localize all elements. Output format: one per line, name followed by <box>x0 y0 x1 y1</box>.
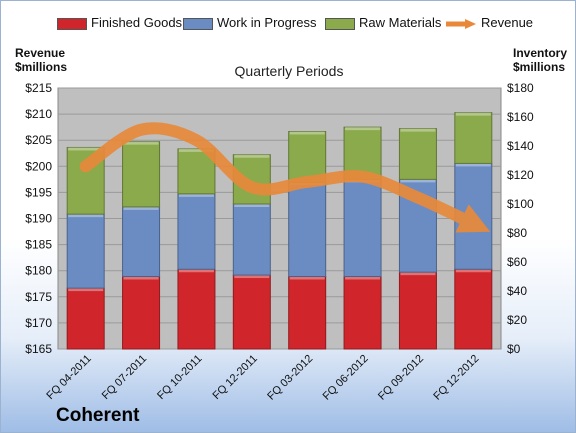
bar-raw-materials <box>122 141 161 208</box>
left-axis-title-line-2: $millions <box>15 60 68 74</box>
bar-highlight <box>68 214 104 218</box>
bar-highlight <box>234 154 270 158</box>
bar-work-in-progress <box>177 193 216 270</box>
left-axis-ticks: $165 $170 $175 $180 $185 $190 $195 $200 $205 $210… <box>25 81 52 356</box>
left-axis-title: Revenue $millions <box>15 46 67 74</box>
legend-revenue: Revenue <box>445 15 533 30</box>
bar-highlight <box>234 204 270 207</box>
right-tick-label: $120 <box>507 168 534 182</box>
right-tick-label: $160 <box>507 110 534 124</box>
bar-finished-goods <box>398 271 437 350</box>
bar-highlight <box>234 275 270 279</box>
bar-highlight <box>123 276 159 280</box>
bar-highlight <box>455 269 491 273</box>
legend-label-work-in-progress: Work in Progress <box>217 15 317 30</box>
bar-highlight <box>400 128 436 132</box>
legend-label-finished-goods: Finished Goods <box>91 15 183 30</box>
bar-highlight <box>289 276 325 280</box>
bar-finished-goods <box>343 276 382 350</box>
x-axis-ticks: FQ 04-2011 FQ 07-2011 FQ 10-2011 FQ 12-2011… <box>44 353 481 403</box>
x-tick-label: FQ 12-2011 <box>211 353 260 402</box>
x-tick-label: FQ 03-2012 <box>265 353 315 403</box>
bar-series <box>66 112 493 350</box>
right-axis-title-line-2: $millions <box>513 60 566 74</box>
bar-work-in-progress <box>66 213 105 289</box>
right-axis-title: Inventory $millions <box>513 46 567 74</box>
chart-subtitle: Quarterly Periods <box>234 63 344 79</box>
bar-raw-materials <box>454 112 493 164</box>
legend-label-raw-materials: Raw Materials <box>359 15 442 30</box>
revenue-line <box>79 122 491 233</box>
bar-highlight <box>123 206 159 210</box>
bar-highlight <box>178 148 214 152</box>
legend-label-revenue: Revenue <box>481 15 534 30</box>
bar-work-in-progress <box>122 206 161 277</box>
left-tick-label: $185 <box>25 238 52 252</box>
x-tick-label: FQ 07-2011 <box>100 353 149 402</box>
legend-swatch-work-in-progress <box>183 17 213 30</box>
right-axis-ticks: $0 $20 $40 $60 $80 $100 $120 $140 $160 $180 <box>507 81 534 356</box>
left-tick-label: $200 <box>25 159 52 173</box>
bar-finished-goods <box>66 287 105 350</box>
bar-highlight <box>178 193 214 197</box>
right-tick-label: $40 <box>507 284 527 298</box>
left-tick-label: $175 <box>25 290 52 304</box>
bar-work-in-progress <box>288 181 327 277</box>
bar-highlight <box>400 179 436 183</box>
bar-work-in-progress <box>343 178 382 278</box>
left-tick-label: $195 <box>25 185 52 199</box>
left-tick-label: $190 <box>25 212 52 226</box>
bar-finished-goods <box>177 268 216 350</box>
right-tick-label: $140 <box>507 139 534 153</box>
bar-finished-goods <box>232 274 271 350</box>
legend-arrow-icon <box>445 18 477 29</box>
company-name: Coherent <box>56 405 140 426</box>
legend-raw-materials: Raw Materials <box>325 15 441 30</box>
bar-highlight <box>400 272 436 276</box>
bar-highlight <box>289 131 325 135</box>
legend-work-in-progress: Work in Progress <box>183 15 316 30</box>
left-tick-label: $210 <box>25 107 52 121</box>
bar-highlight <box>455 163 491 167</box>
right-tick-label: $180 <box>507 81 534 95</box>
bar-highlight <box>455 112 491 116</box>
bar-finished-goods <box>122 276 161 350</box>
right-tick-label: $80 <box>507 226 527 240</box>
bar-highlight <box>345 127 381 131</box>
x-tick-label: FQ 06-2012 <box>321 353 371 403</box>
right-tick-label: $60 <box>507 255 527 269</box>
x-tick-label: FQ 12-2012 <box>431 353 481 403</box>
legend-swatch-raw-materials <box>325 17 355 30</box>
bar-work-in-progress <box>232 203 271 276</box>
bar-highlight <box>123 141 159 145</box>
bar-highlight <box>345 276 381 280</box>
left-tick-label: $165 <box>25 342 52 356</box>
x-tick-label: FQ 09-2012 <box>376 353 426 403</box>
right-tick-label: $0 <box>507 342 521 356</box>
right-tick-label: $100 <box>507 197 534 211</box>
left-axis-title-line-1: Revenue <box>15 46 66 60</box>
x-tick-label: FQ 04-2011 <box>44 353 93 402</box>
revenue-line-series <box>79 122 491 233</box>
left-tick-label: $170 <box>25 316 52 330</box>
bar-finished-goods <box>454 268 493 350</box>
legend-swatch-finished-goods <box>57 17 87 30</box>
bar-highlight <box>68 288 104 292</box>
bar-highlight <box>178 269 214 273</box>
x-tick-label: FQ 10-2011 <box>155 353 204 402</box>
bar-finished-goods <box>288 276 327 350</box>
legend-finished-goods: Finished Goods <box>57 15 182 30</box>
right-axis-title-line-1: Inventory <box>513 46 568 60</box>
right-tick-label: $20 <box>507 313 527 327</box>
left-tick-label: $180 <box>25 264 52 278</box>
left-tick-label: $215 <box>25 81 52 95</box>
bar-highlight <box>68 147 104 151</box>
left-tick-label: $205 <box>25 133 52 147</box>
bar-raw-materials <box>398 128 437 180</box>
